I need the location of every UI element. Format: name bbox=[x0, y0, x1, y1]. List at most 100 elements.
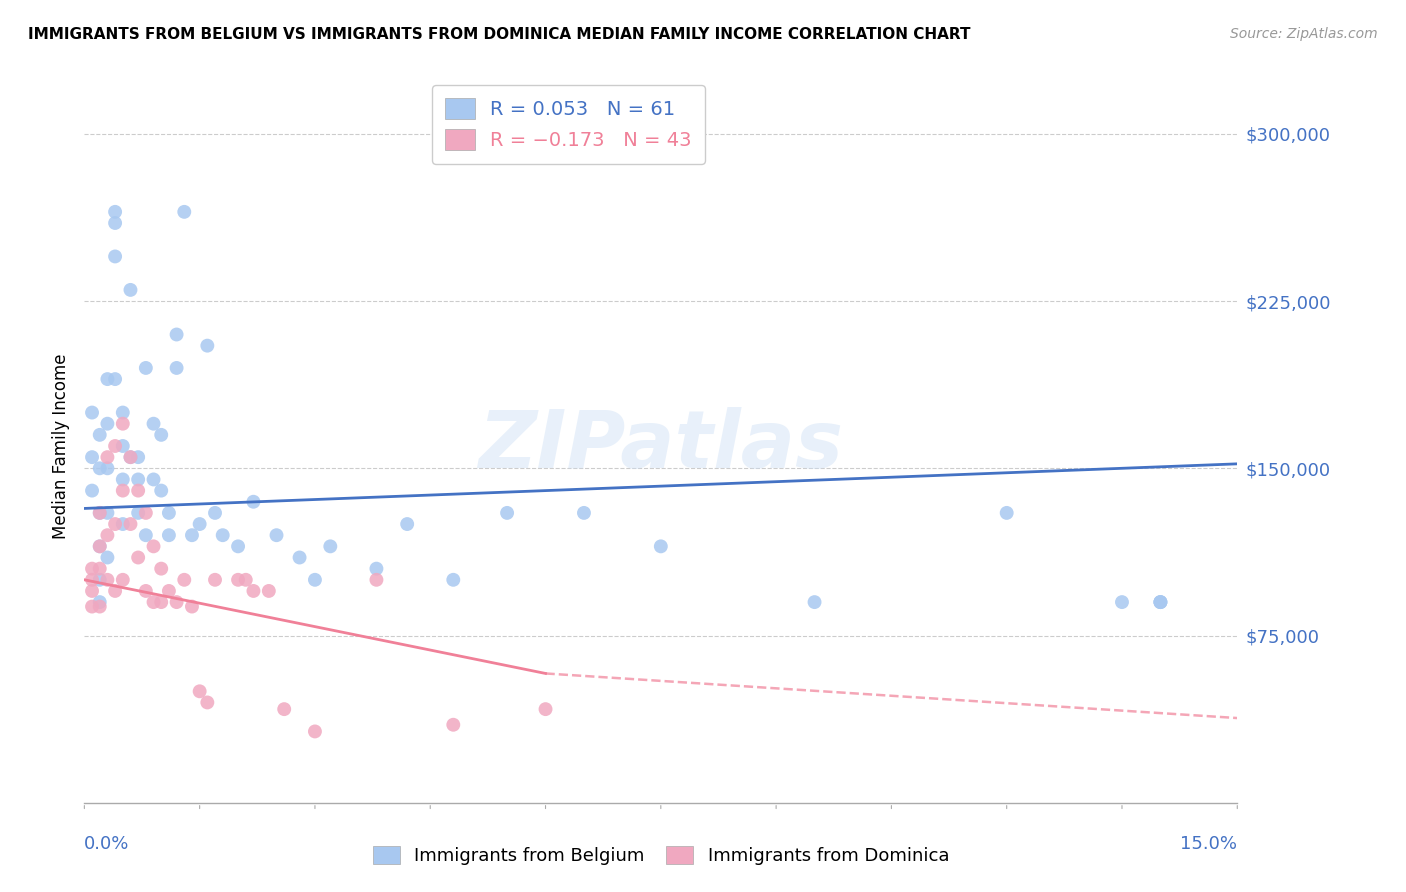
Point bbox=[257, 583, 280, 598]
Point bbox=[204, 506, 226, 520]
Point bbox=[157, 528, 180, 542]
Point bbox=[496, 506, 519, 520]
Point bbox=[1149, 595, 1171, 609]
Point bbox=[195, 696, 218, 710]
Point bbox=[104, 372, 127, 386]
Point bbox=[120, 450, 142, 464]
Point bbox=[80, 573, 103, 587]
Point bbox=[104, 439, 127, 453]
Point bbox=[135, 583, 157, 598]
Point bbox=[226, 573, 249, 587]
Point bbox=[80, 483, 103, 498]
Point bbox=[89, 595, 111, 609]
Point bbox=[273, 702, 295, 716]
Point bbox=[89, 427, 111, 442]
Point bbox=[111, 472, 134, 486]
Point bbox=[135, 360, 157, 375]
Point bbox=[111, 405, 134, 419]
Point bbox=[80, 405, 103, 419]
Text: IMMIGRANTS FROM BELGIUM VS IMMIGRANTS FROM DOMINICA MEDIAN FAMILY INCOME CORRELA: IMMIGRANTS FROM BELGIUM VS IMMIGRANTS FR… bbox=[28, 27, 970, 42]
Point bbox=[111, 573, 134, 587]
Point bbox=[96, 550, 118, 565]
Point bbox=[142, 539, 165, 553]
Point bbox=[534, 702, 557, 716]
Point bbox=[96, 573, 118, 587]
Point bbox=[120, 283, 142, 297]
Point bbox=[396, 516, 419, 531]
Point bbox=[80, 583, 103, 598]
Point bbox=[157, 506, 180, 520]
Point bbox=[104, 516, 127, 531]
Text: 15.0%: 15.0% bbox=[1180, 835, 1237, 853]
Point bbox=[89, 506, 111, 520]
Point bbox=[173, 204, 195, 219]
Point bbox=[211, 528, 233, 542]
Point bbox=[104, 216, 127, 230]
Point bbox=[441, 573, 464, 587]
Point bbox=[127, 472, 149, 486]
Point bbox=[150, 427, 173, 442]
Point bbox=[142, 595, 165, 609]
Point bbox=[80, 562, 103, 576]
Point bbox=[96, 372, 118, 386]
Point bbox=[304, 724, 326, 739]
Point bbox=[441, 717, 464, 731]
Point bbox=[111, 417, 134, 431]
Point bbox=[150, 562, 173, 576]
Point bbox=[111, 483, 134, 498]
Text: 0.0%: 0.0% bbox=[84, 835, 129, 853]
Point bbox=[89, 539, 111, 553]
Point bbox=[235, 573, 257, 587]
Point bbox=[181, 528, 204, 542]
Point bbox=[266, 528, 288, 542]
Point bbox=[157, 583, 180, 598]
Point bbox=[80, 450, 103, 464]
Point bbox=[572, 506, 595, 520]
Point bbox=[89, 562, 111, 576]
Point bbox=[1149, 595, 1171, 609]
Point bbox=[1111, 595, 1133, 609]
Point bbox=[104, 249, 127, 264]
Point bbox=[173, 573, 195, 587]
Point bbox=[142, 417, 165, 431]
Point bbox=[1149, 595, 1171, 609]
Point bbox=[142, 472, 165, 486]
Point bbox=[803, 595, 825, 609]
Point bbox=[96, 450, 118, 464]
Point bbox=[188, 516, 211, 531]
Point bbox=[135, 506, 157, 520]
Point bbox=[127, 483, 149, 498]
Point bbox=[166, 595, 188, 609]
Point bbox=[96, 461, 118, 475]
Y-axis label: Median Family Income: Median Family Income bbox=[52, 353, 70, 539]
Point bbox=[150, 483, 173, 498]
Text: Source: ZipAtlas.com: Source: ZipAtlas.com bbox=[1230, 27, 1378, 41]
Point bbox=[96, 417, 118, 431]
Point bbox=[89, 573, 111, 587]
Point bbox=[127, 550, 149, 565]
Point bbox=[150, 595, 173, 609]
Point bbox=[104, 204, 127, 219]
Point bbox=[166, 327, 188, 342]
Point bbox=[89, 599, 111, 614]
Point bbox=[288, 550, 311, 565]
Point bbox=[89, 461, 111, 475]
Point bbox=[127, 506, 149, 520]
Point bbox=[242, 583, 264, 598]
Legend: R = 0.053   N = 61, R = −0.173   N = 43: R = 0.053 N = 61, R = −0.173 N = 43 bbox=[432, 85, 706, 164]
Point bbox=[226, 539, 249, 553]
Point bbox=[127, 450, 149, 464]
Point bbox=[120, 450, 142, 464]
Point bbox=[995, 506, 1018, 520]
Point bbox=[80, 599, 103, 614]
Point bbox=[89, 506, 111, 520]
Point bbox=[650, 539, 672, 553]
Point bbox=[204, 573, 226, 587]
Point bbox=[111, 439, 134, 453]
Legend: Immigrants from Belgium, Immigrants from Dominica: Immigrants from Belgium, Immigrants from… bbox=[364, 837, 957, 874]
Point bbox=[366, 573, 388, 587]
Point bbox=[319, 539, 342, 553]
Point bbox=[195, 338, 218, 352]
Text: ZIPatlas: ZIPatlas bbox=[478, 407, 844, 485]
Point bbox=[166, 360, 188, 375]
